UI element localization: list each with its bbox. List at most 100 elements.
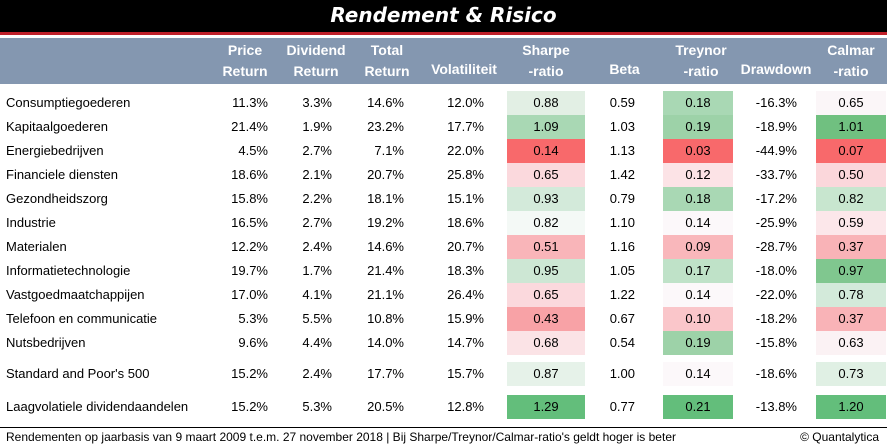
cell-beta: 1.00 <box>609 366 635 381</box>
cell-dividend: 3.3% <box>302 95 332 110</box>
cell-total: 20.7% <box>367 167 404 182</box>
header-total-return-line2: Return <box>364 63 410 79</box>
header-calmar-line2: -ratio <box>833 63 869 79</box>
cell-beta: 0.79 <box>609 191 635 206</box>
cell-total: 20.5% <box>367 399 404 414</box>
cell-vol: 15.7% <box>447 366 484 381</box>
cell-treynor-value: 0.19 <box>685 335 711 350</box>
cell-treynor: 0.18 <box>663 91 733 115</box>
cell-treynor-value: 0.12 <box>685 167 711 182</box>
cell-vol: 25.8% <box>447 167 484 182</box>
cell-name: Materialen <box>6 239 67 254</box>
cell-name: Telefoon en communicatie <box>6 311 158 326</box>
table-row: Laagvolatiele dividendaandelen 15.2% 5.3% 2… <box>0 395 887 419</box>
cell-total: 14.0% <box>367 335 404 350</box>
cell-total: 17.7% <box>367 366 404 381</box>
cell-total: 23.2% <box>367 119 404 134</box>
cell-treynor: 0.09 <box>663 235 733 259</box>
cell-drawdown: -44.9% <box>755 143 797 158</box>
table-row: Consumptiegoederen 11.3% 3.3% 14.6% 12.0% 0.8… <box>0 91 887 115</box>
header-sharpe-line2: -ratio <box>528 63 564 79</box>
cell-sharpe: 1.09 <box>507 115 585 139</box>
cell-sharpe-value: 1.09 <box>533 119 559 134</box>
footer-copyright: © Quantalytica <box>800 430 879 444</box>
cell-dividend: 2.1% <box>302 167 332 182</box>
cell-drawdown: -18.0% <box>755 263 797 278</box>
cell-sharpe: 0.93 <box>507 187 585 211</box>
cell-treynor: 0.10 <box>663 307 733 331</box>
cell-treynor: 0.12 <box>663 163 733 187</box>
cell-vol: 20.7% <box>447 239 484 254</box>
table-row: Informatietechnologie 19.7% 1.7% 21.4% 18.3%… <box>0 259 887 283</box>
cell-treynor-value: 0.03 <box>685 143 711 158</box>
cell-sharpe: 0.43 <box>507 307 585 331</box>
cell-beta: 1.05 <box>609 263 635 278</box>
cell-calmar: 0.97 <box>816 259 886 283</box>
cell-drawdown: -18.6% <box>755 366 797 381</box>
cell-dividend: 2.7% <box>302 143 332 158</box>
cell-beta: 0.77 <box>609 399 635 414</box>
cell-price: 5.3% <box>238 311 268 326</box>
cell-drawdown: -25.9% <box>755 215 797 230</box>
header-price-return-line1: Price <box>227 42 263 58</box>
table-row: Standard and Poor's 500 15.2% 2.4% 17.7% 15.… <box>0 362 887 386</box>
cell-dividend: 4.4% <box>302 335 332 350</box>
header-total-return: Total Return <box>358 38 416 84</box>
cell-calmar: 0.50 <box>816 163 886 187</box>
header-treynor-line2: -ratio <box>683 63 719 79</box>
cell-treynor-value: 0.18 <box>685 191 711 206</box>
cell-treynor-value: 0.21 <box>685 399 711 414</box>
table-row: Financiele diensten 18.6% 2.1% 20.7% 25.8% 0.… <box>0 163 887 187</box>
cell-sharpe-value: 0.88 <box>533 95 559 110</box>
cell-price: 15.2% <box>231 366 268 381</box>
cell-beta: 0.54 <box>609 335 635 350</box>
header-beta-label: Beta <box>609 61 640 77</box>
cell-treynor-value: 0.09 <box>685 239 711 254</box>
cell-drawdown: -15.8% <box>755 335 797 350</box>
cell-treynor: 0.21 <box>663 395 733 419</box>
cell-name: Kapitaalgoederen <box>6 119 108 134</box>
cell-sharpe: 0.87 <box>507 362 585 386</box>
cell-calmar-value: 0.73 <box>838 366 864 381</box>
cell-price: 21.4% <box>231 119 268 134</box>
cell-calmar-value: 0.37 <box>838 239 864 254</box>
table-row: Telefoon en communicatie 5.3% 5.5% 10.8% 15.… <box>0 307 887 331</box>
cell-treynor: 0.18 <box>663 187 733 211</box>
cell-dividend: 5.5% <box>302 311 332 326</box>
cell-beta: 1.10 <box>609 215 635 230</box>
cell-sharpe-value: 1.29 <box>533 399 559 414</box>
cell-dividend: 5.3% <box>302 399 332 414</box>
cell-vol: 14.7% <box>447 335 484 350</box>
table-row: Energiebedrijven 4.5% 2.7% 7.1% 22.0% 0.14 1.1… <box>0 139 887 163</box>
cell-calmar-value: 0.63 <box>838 335 864 350</box>
cell-total: 19.2% <box>367 215 404 230</box>
cell-treynor-value: 0.14 <box>685 287 711 302</box>
cell-calmar-value: 0.97 <box>838 263 864 278</box>
header-sharpe: Sharpe -ratio <box>507 38 585 84</box>
cell-sharpe: 0.65 <box>507 163 585 187</box>
cell-calmar: 0.63 <box>816 331 886 355</box>
cell-price: 11.3% <box>232 95 268 110</box>
cell-price: 16.5% <box>231 215 268 230</box>
cell-drawdown: -33.7% <box>755 167 797 182</box>
cell-sharpe: 0.68 <box>507 331 585 355</box>
header-beta: Beta <box>597 38 652 84</box>
cell-sharpe-value: 0.51 <box>533 239 559 254</box>
cell-beta: 1.16 <box>609 239 635 254</box>
cell-beta: 1.22 <box>609 287 635 302</box>
cell-beta: 1.13 <box>609 143 635 158</box>
cell-price: 17.0% <box>231 287 268 302</box>
title-bar: Rendement & Risico <box>0 0 887 35</box>
cell-sharpe: 0.82 <box>507 211 585 235</box>
table-title: Rendement & Risico <box>330 3 557 27</box>
cell-treynor: 0.03 <box>663 139 733 163</box>
cell-drawdown: -28.7% <box>755 239 797 254</box>
cell-name: Energiebedrijven <box>6 143 104 158</box>
cell-calmar: 1.01 <box>816 115 886 139</box>
cell-calmar: 1.20 <box>816 395 886 419</box>
table-row: Materialen 12.2% 2.4% 14.6% 20.7% 0.51 1.16 0.0… <box>0 235 887 259</box>
cell-calmar-value: 0.07 <box>838 143 864 158</box>
cell-name: Vastgoedmaatchappijen <box>6 287 145 302</box>
cell-name: Consumptiegoederen <box>6 95 131 110</box>
cell-sharpe-value: 0.65 <box>533 167 559 182</box>
